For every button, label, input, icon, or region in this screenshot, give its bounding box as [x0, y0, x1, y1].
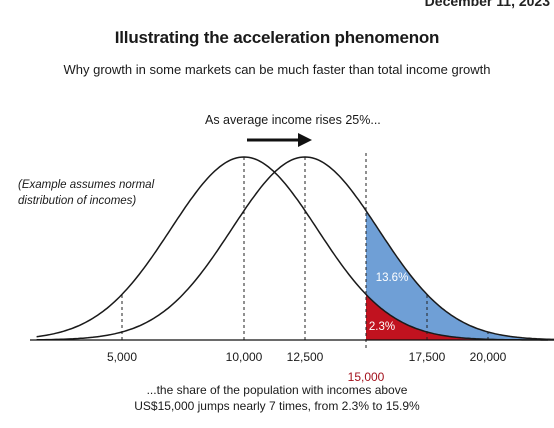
clipped-date-text: December 11, 2023 — [424, 0, 550, 9]
x-tick-label: 20,000 — [470, 350, 507, 364]
footnote-line-1: ...the share of the population with inco… — [146, 383, 408, 397]
distribution-note: (Example assumes normal distribution of … — [18, 177, 188, 209]
shift-arrow-head — [298, 133, 312, 147]
arrow-caption: As average income rises 25%... — [205, 113, 381, 127]
x-tick-label: 5,000 — [107, 350, 137, 364]
chart-title: Illustrating the acceleration phenomenon — [114, 28, 440, 47]
x-tick-label: 17,500 — [409, 350, 446, 364]
share-above-threshold-new-area — [366, 210, 554, 340]
share-above-threshold-original-area — [366, 294, 554, 340]
x-tick-label-threshold: 15,000 — [348, 370, 385, 384]
chart-subtitle: Why growth in some markets can be much f… — [63, 62, 491, 77]
curve-original-income — [36, 156, 554, 341]
x-tick-label: 12,500 — [287, 350, 324, 364]
curve-increased-income — [36, 156, 554, 341]
note-line-2: distribution of incomes) — [18, 195, 137, 207]
blue-area-label: 13.6% — [376, 272, 409, 284]
red-area-label: 2.3% — [369, 321, 395, 333]
footnote: ...the share of the population with inco… — [0, 382, 554, 414]
note-line-1: (Example assumes normal — [18, 179, 155, 191]
x-tick-label: 10,000 — [226, 350, 263, 364]
footnote-line-2: US$15,000 jumps nearly 7 times, from 2.3… — [134, 399, 420, 413]
